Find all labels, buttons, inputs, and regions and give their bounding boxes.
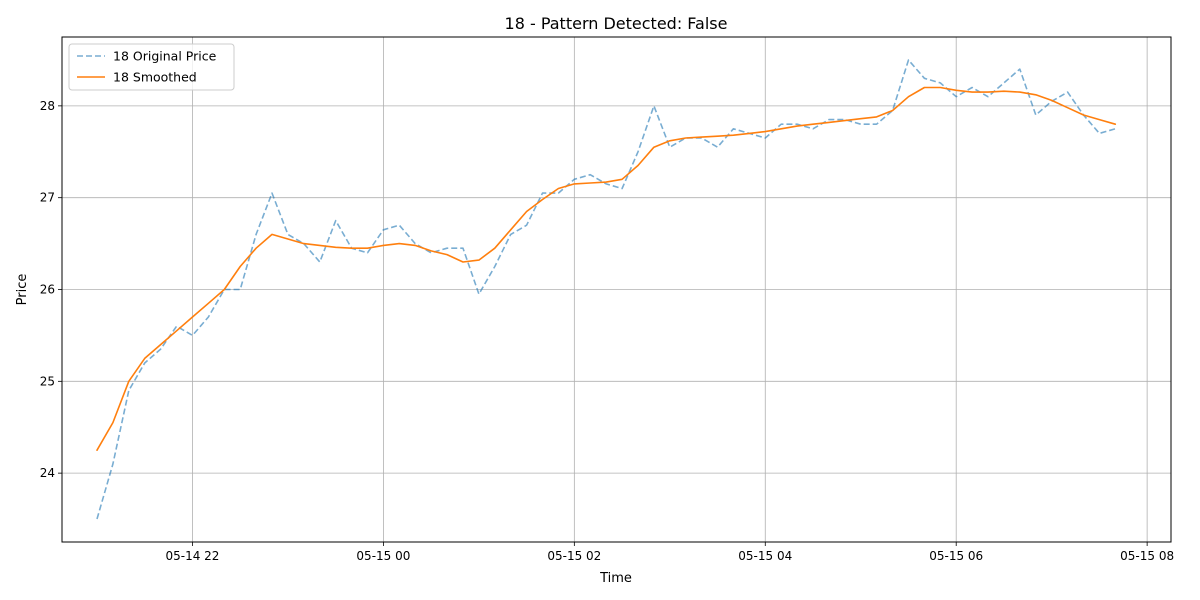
legend-label-smoothed: 18 Smoothed xyxy=(113,70,197,85)
x-tick-label: 05-15 00 xyxy=(356,549,410,563)
legend-box xyxy=(68,43,235,91)
original-price-line xyxy=(96,59,1116,520)
y-tick-label: 27 xyxy=(40,191,55,205)
y-tick-label: 25 xyxy=(40,374,55,388)
x-tick-label: 05-15 04 xyxy=(738,549,792,563)
x-tick-label: 05-15 06 xyxy=(929,549,983,563)
legend: 18 Original Price 18 Smoothed xyxy=(68,43,235,91)
x-axis-title: Time xyxy=(599,571,632,586)
y-tick-label: 26 xyxy=(40,283,55,297)
y-tick-label: 24 xyxy=(40,466,55,480)
smoothed-line xyxy=(96,86,1117,452)
x-tick-label: 05-14 22 xyxy=(165,549,219,563)
y-tick-label: 28 xyxy=(40,99,55,113)
axis-ticks: 05-14 22 05-15 00 05-15 02 05-15 04 05-15 06… xyxy=(40,99,1174,563)
chart-title: 18 - Pattern Detected: False xyxy=(505,14,728,33)
x-tick-label: 05-15 08 xyxy=(1120,549,1174,563)
grid xyxy=(62,37,1171,542)
legend-label-original-price: 18 Original Price xyxy=(113,49,217,64)
x-tick-label: 05-15 02 xyxy=(547,549,601,563)
series-lines xyxy=(96,59,1117,520)
y-axis-title: Price xyxy=(15,274,30,306)
